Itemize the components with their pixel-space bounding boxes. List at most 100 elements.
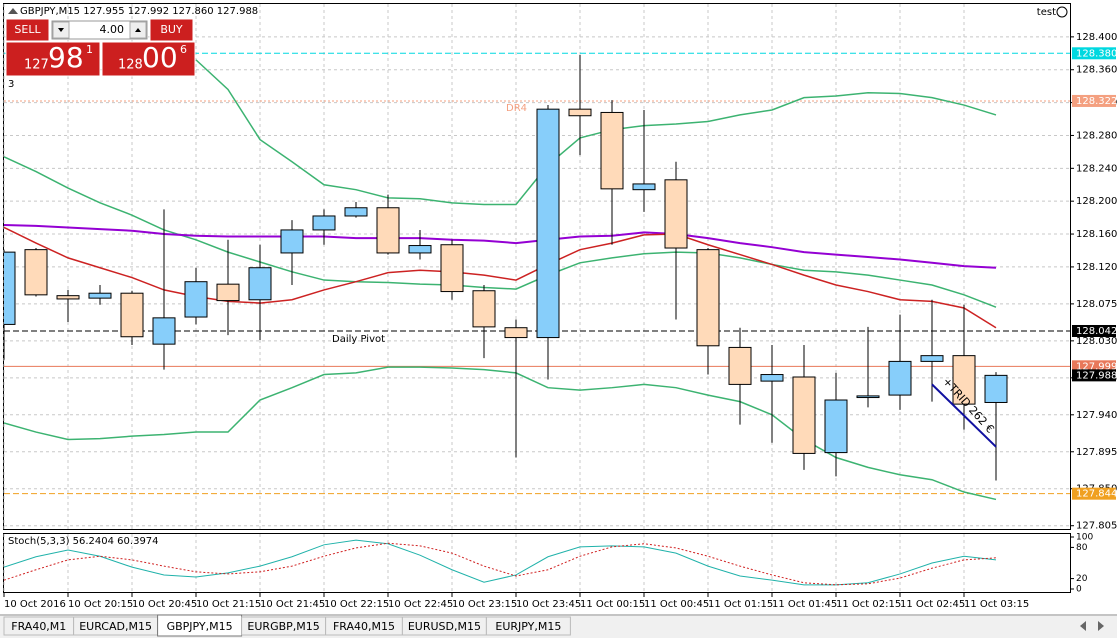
buy-button[interactable] xyxy=(149,18,194,42)
candle-body xyxy=(504,327,528,339)
x-tick-label: 10 Oct 23:45 xyxy=(516,599,581,610)
candle-body xyxy=(88,292,112,299)
x-tick-label: 11 Oct 02:45 xyxy=(900,599,965,610)
candle-body xyxy=(984,374,1008,403)
indicator-line xyxy=(4,366,997,501)
candle-body xyxy=(216,283,240,302)
candle-body xyxy=(4,251,16,325)
orders-count: 3 xyxy=(8,79,14,90)
indicator-line xyxy=(4,156,997,308)
candle-body xyxy=(152,317,176,345)
bid-box[interactable] xyxy=(5,41,101,77)
y-tick-label: 20 xyxy=(1076,574,1088,584)
candle-body xyxy=(280,229,304,254)
candle-body xyxy=(824,399,848,454)
price-tag-label: 128.380 xyxy=(1076,48,1117,59)
x-tick-label: 11 Oct 00:45 xyxy=(644,599,709,610)
candle-body xyxy=(856,395,880,399)
x-tick-label: 11 Oct 01:15 xyxy=(708,599,773,610)
lot-input[interactable] xyxy=(51,20,148,40)
ask-small: 6 xyxy=(180,43,187,56)
sell-button[interactable] xyxy=(5,18,50,42)
indicator-line xyxy=(4,542,997,586)
y-tick-label: 128.240 xyxy=(1076,163,1117,174)
candle-body xyxy=(632,183,656,191)
candle-body xyxy=(440,244,464,293)
candle-body xyxy=(536,108,560,339)
candle-body xyxy=(344,207,368,217)
tab-label: GBPJPY,M15 xyxy=(167,620,233,633)
y-tick-label: 128.160 xyxy=(1076,229,1117,240)
ask-main: 00 xyxy=(142,41,178,74)
candle-body xyxy=(760,374,784,382)
x-tick-label: 10 Oct 22:45 xyxy=(388,599,453,610)
tab-label: EURCAD,M15 xyxy=(79,620,152,633)
x-tick-label: 11 Oct 01:45 xyxy=(772,599,837,610)
x-tick-label: 10 Oct 21:15 xyxy=(196,599,261,610)
account-icon xyxy=(1056,6,1068,18)
bid-main: 98 xyxy=(48,41,84,74)
account-name: test xyxy=(1037,7,1056,18)
trade-panel: SELL 4.00 BUY 127 98 1 128 00 6 xyxy=(5,18,196,77)
y-tick-label: 128.280 xyxy=(1076,130,1117,141)
arrow-up xyxy=(135,28,141,32)
price-tag-label: 128.042 xyxy=(1076,326,1117,337)
symbol-icon xyxy=(8,8,18,14)
indicator-line xyxy=(195,59,997,206)
price-tag xyxy=(1072,94,1116,107)
candle-body xyxy=(920,355,944,362)
price-tag xyxy=(1072,47,1116,60)
x-tick-label: 10 Oct 20:45 xyxy=(132,599,197,610)
x-tick-label: 10 Oct 20:15 xyxy=(68,599,133,610)
tab[interactable] xyxy=(485,616,571,636)
price-tag-label: 127.988 xyxy=(1076,370,1117,381)
ask-box[interactable] xyxy=(101,41,196,77)
tab-label: EURUSD,M15 xyxy=(408,620,481,633)
trade-line xyxy=(931,383,997,448)
y-tick-label: 128.120 xyxy=(1076,262,1117,273)
tab-scroll-right[interactable] xyxy=(1098,621,1104,631)
x-tick-label: 11 Oct 00:15 xyxy=(580,599,645,610)
tabs: FRA40,M1 EURCAD,M15 GBPJPY,M15 EURGBP,M15 FR… xyxy=(3,614,571,637)
stoch-series-layer xyxy=(4,539,997,586)
candle-body xyxy=(376,207,400,254)
arrow-down xyxy=(58,28,64,32)
y-tick-label: 127.895 xyxy=(1076,447,1117,458)
candle-body xyxy=(184,281,208,318)
tab-scroll-left[interactable] xyxy=(1080,621,1086,631)
indicator-line xyxy=(4,226,997,329)
tab-label: EURGBP,M15 xyxy=(247,620,319,633)
x-tick-label: 11 Oct 02:15 xyxy=(836,599,901,610)
y-tick-label: 128.360 xyxy=(1076,65,1117,76)
level-text: Daily Pivot xyxy=(332,334,385,345)
candle-body xyxy=(696,249,720,347)
candle-body xyxy=(248,267,272,301)
candle-body xyxy=(664,179,688,249)
stoch-title: Stoch(5,3,3) 56.2404 60.3974 xyxy=(8,536,159,547)
candle-body xyxy=(600,111,624,190)
y-tick-label: 0 xyxy=(1076,585,1082,595)
grid-layer xyxy=(3,4,1070,592)
price-tag-label: 127.999 xyxy=(1076,361,1117,372)
price-tag-label: 127.844 xyxy=(1076,489,1117,500)
candle-body xyxy=(24,249,48,296)
lot-value: 4.00 xyxy=(100,23,125,36)
x-tick-label: 10 Oct 22:15 xyxy=(324,599,389,610)
candle-body xyxy=(408,245,432,254)
candle-body xyxy=(568,108,592,117)
candle-body xyxy=(888,360,912,396)
candle-body xyxy=(312,215,336,231)
candle-body xyxy=(120,292,144,338)
bid-small: 1 xyxy=(86,43,93,56)
candle-body xyxy=(792,376,816,454)
y-tick-label: 128.075 xyxy=(1076,299,1117,310)
y-tick-label: 128.030 xyxy=(1076,336,1117,347)
axes-layer: 128.400128.360128.320128.280128.240128.2… xyxy=(3,32,1117,610)
price-tag xyxy=(1072,360,1116,373)
ask-big: 128 xyxy=(118,58,143,73)
price-tag-label: 128.322 xyxy=(1076,96,1117,107)
y-tick-label: 128.200 xyxy=(1076,196,1117,207)
sell-label: SELL xyxy=(14,23,41,36)
